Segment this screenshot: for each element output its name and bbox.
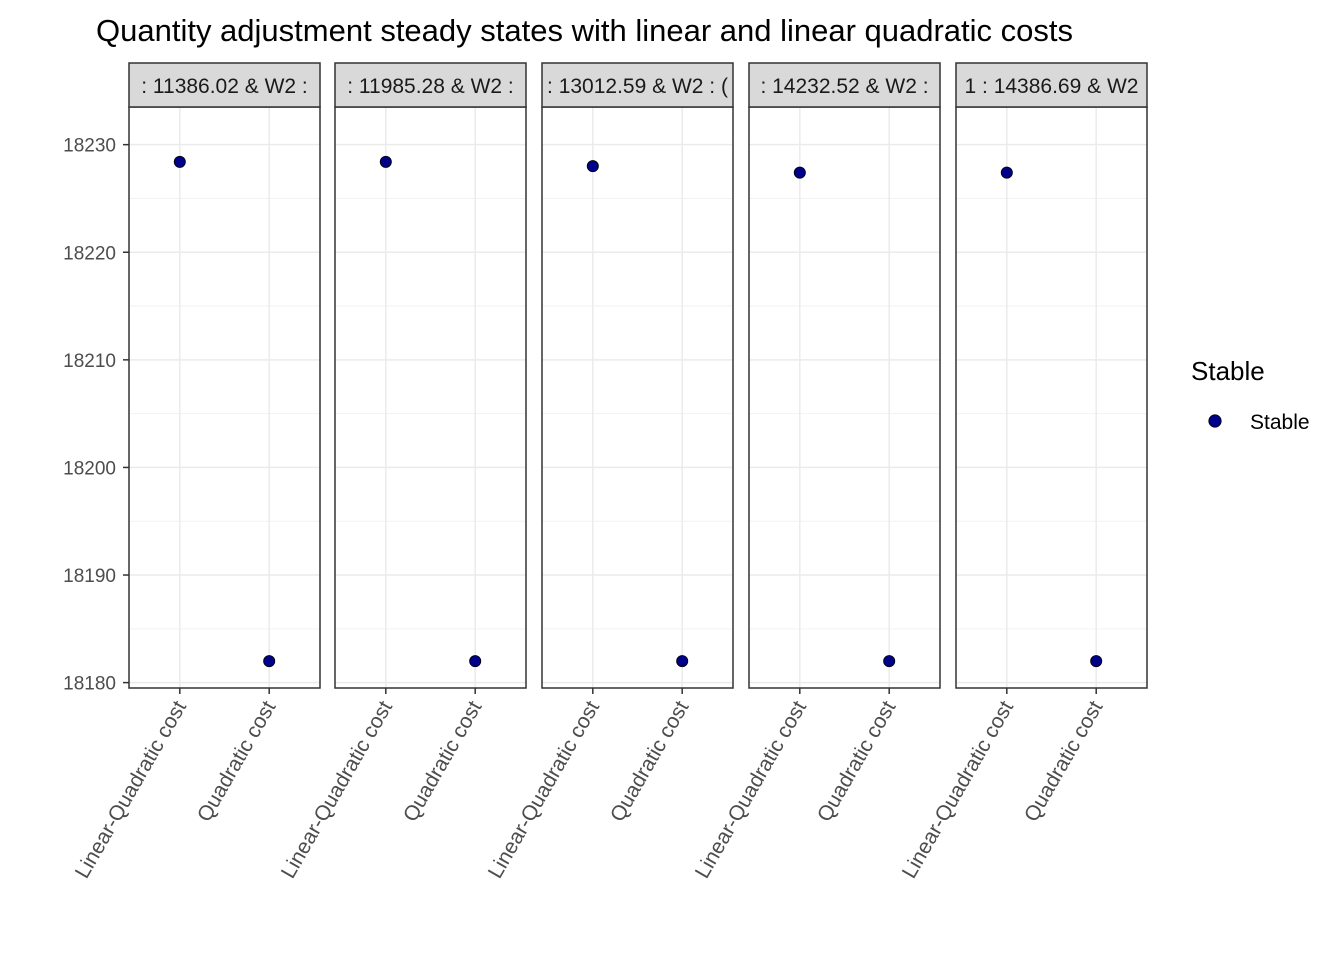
data-point <box>586 160 599 173</box>
legend-label-stable: Stable <box>1250 411 1310 434</box>
x-tick-label: Linear-Quadratic cost <box>691 697 811 883</box>
legend-title: Stable <box>1191 356 1265 386</box>
facet-strip-label: 1 : 14386.69 & W2 <box>965 75 1139 98</box>
data-point <box>469 655 482 668</box>
panel-background <box>542 107 733 688</box>
panel-background <box>129 107 320 688</box>
x-tick-label: Linear-Quadratic cost <box>484 697 604 883</box>
facet-strip <box>748 62 941 108</box>
y-tick-label: 18230 <box>63 136 116 157</box>
x-tick-label: Quadratic cost <box>813 697 901 826</box>
y-tick-label: 18200 <box>63 458 116 479</box>
data-point <box>793 166 806 179</box>
facet-strip <box>955 62 1148 108</box>
x-tick-label: Quadratic cost <box>606 697 694 826</box>
y-tick-label: 18210 <box>63 351 116 372</box>
facet-strip <box>334 62 527 108</box>
panel-background <box>956 107 1147 688</box>
facet-strip-label: : 11985.28 & W2 : <box>347 75 514 98</box>
x-tick-label: Linear-Quadratic cost <box>898 697 1018 883</box>
y-tick-label: 18180 <box>63 674 116 695</box>
legend: Stable Stable <box>1191 356 1310 434</box>
x-tick-label: Quadratic cost <box>1020 697 1108 826</box>
x-tick-label: Quadratic cost <box>193 697 281 826</box>
facet-strip-label: : 11386.02 & W2 : <box>141 75 308 98</box>
y-tick-label: 18220 <box>63 243 116 264</box>
y-axis: 18180 18190 18200 18210 18220 18230 <box>63 136 129 695</box>
y-tick-label: 18190 <box>63 566 116 587</box>
x-tick-label: Quadratic cost <box>399 697 487 826</box>
legend-key-stable <box>1208 414 1222 428</box>
panel-background <box>335 107 526 688</box>
facet-panels: : 11386.02 & W2 :Linear-Quadratic cost Qu… <box>71 62 1148 883</box>
x-tick-label: Linear-Quadratic cost <box>277 697 397 883</box>
data-point <box>379 155 392 168</box>
data-point <box>1000 166 1013 179</box>
facet-strip-label: : 14232.52 & W2 : <box>760 75 928 98</box>
facet-strip-label: : 13012.59 & W2 : ( <box>547 75 728 98</box>
panel-background <box>749 107 940 688</box>
data-point <box>173 155 186 168</box>
data-point <box>676 655 689 668</box>
chart-title: Quantity adjustment steady states with l… <box>96 13 1073 48</box>
facet-strip <box>128 62 321 108</box>
data-point <box>263 655 276 668</box>
data-point <box>1090 655 1103 668</box>
data-point <box>883 655 896 668</box>
x-tick-label: Linear-Quadratic cost <box>71 697 191 883</box>
facet-strip <box>541 62 734 108</box>
